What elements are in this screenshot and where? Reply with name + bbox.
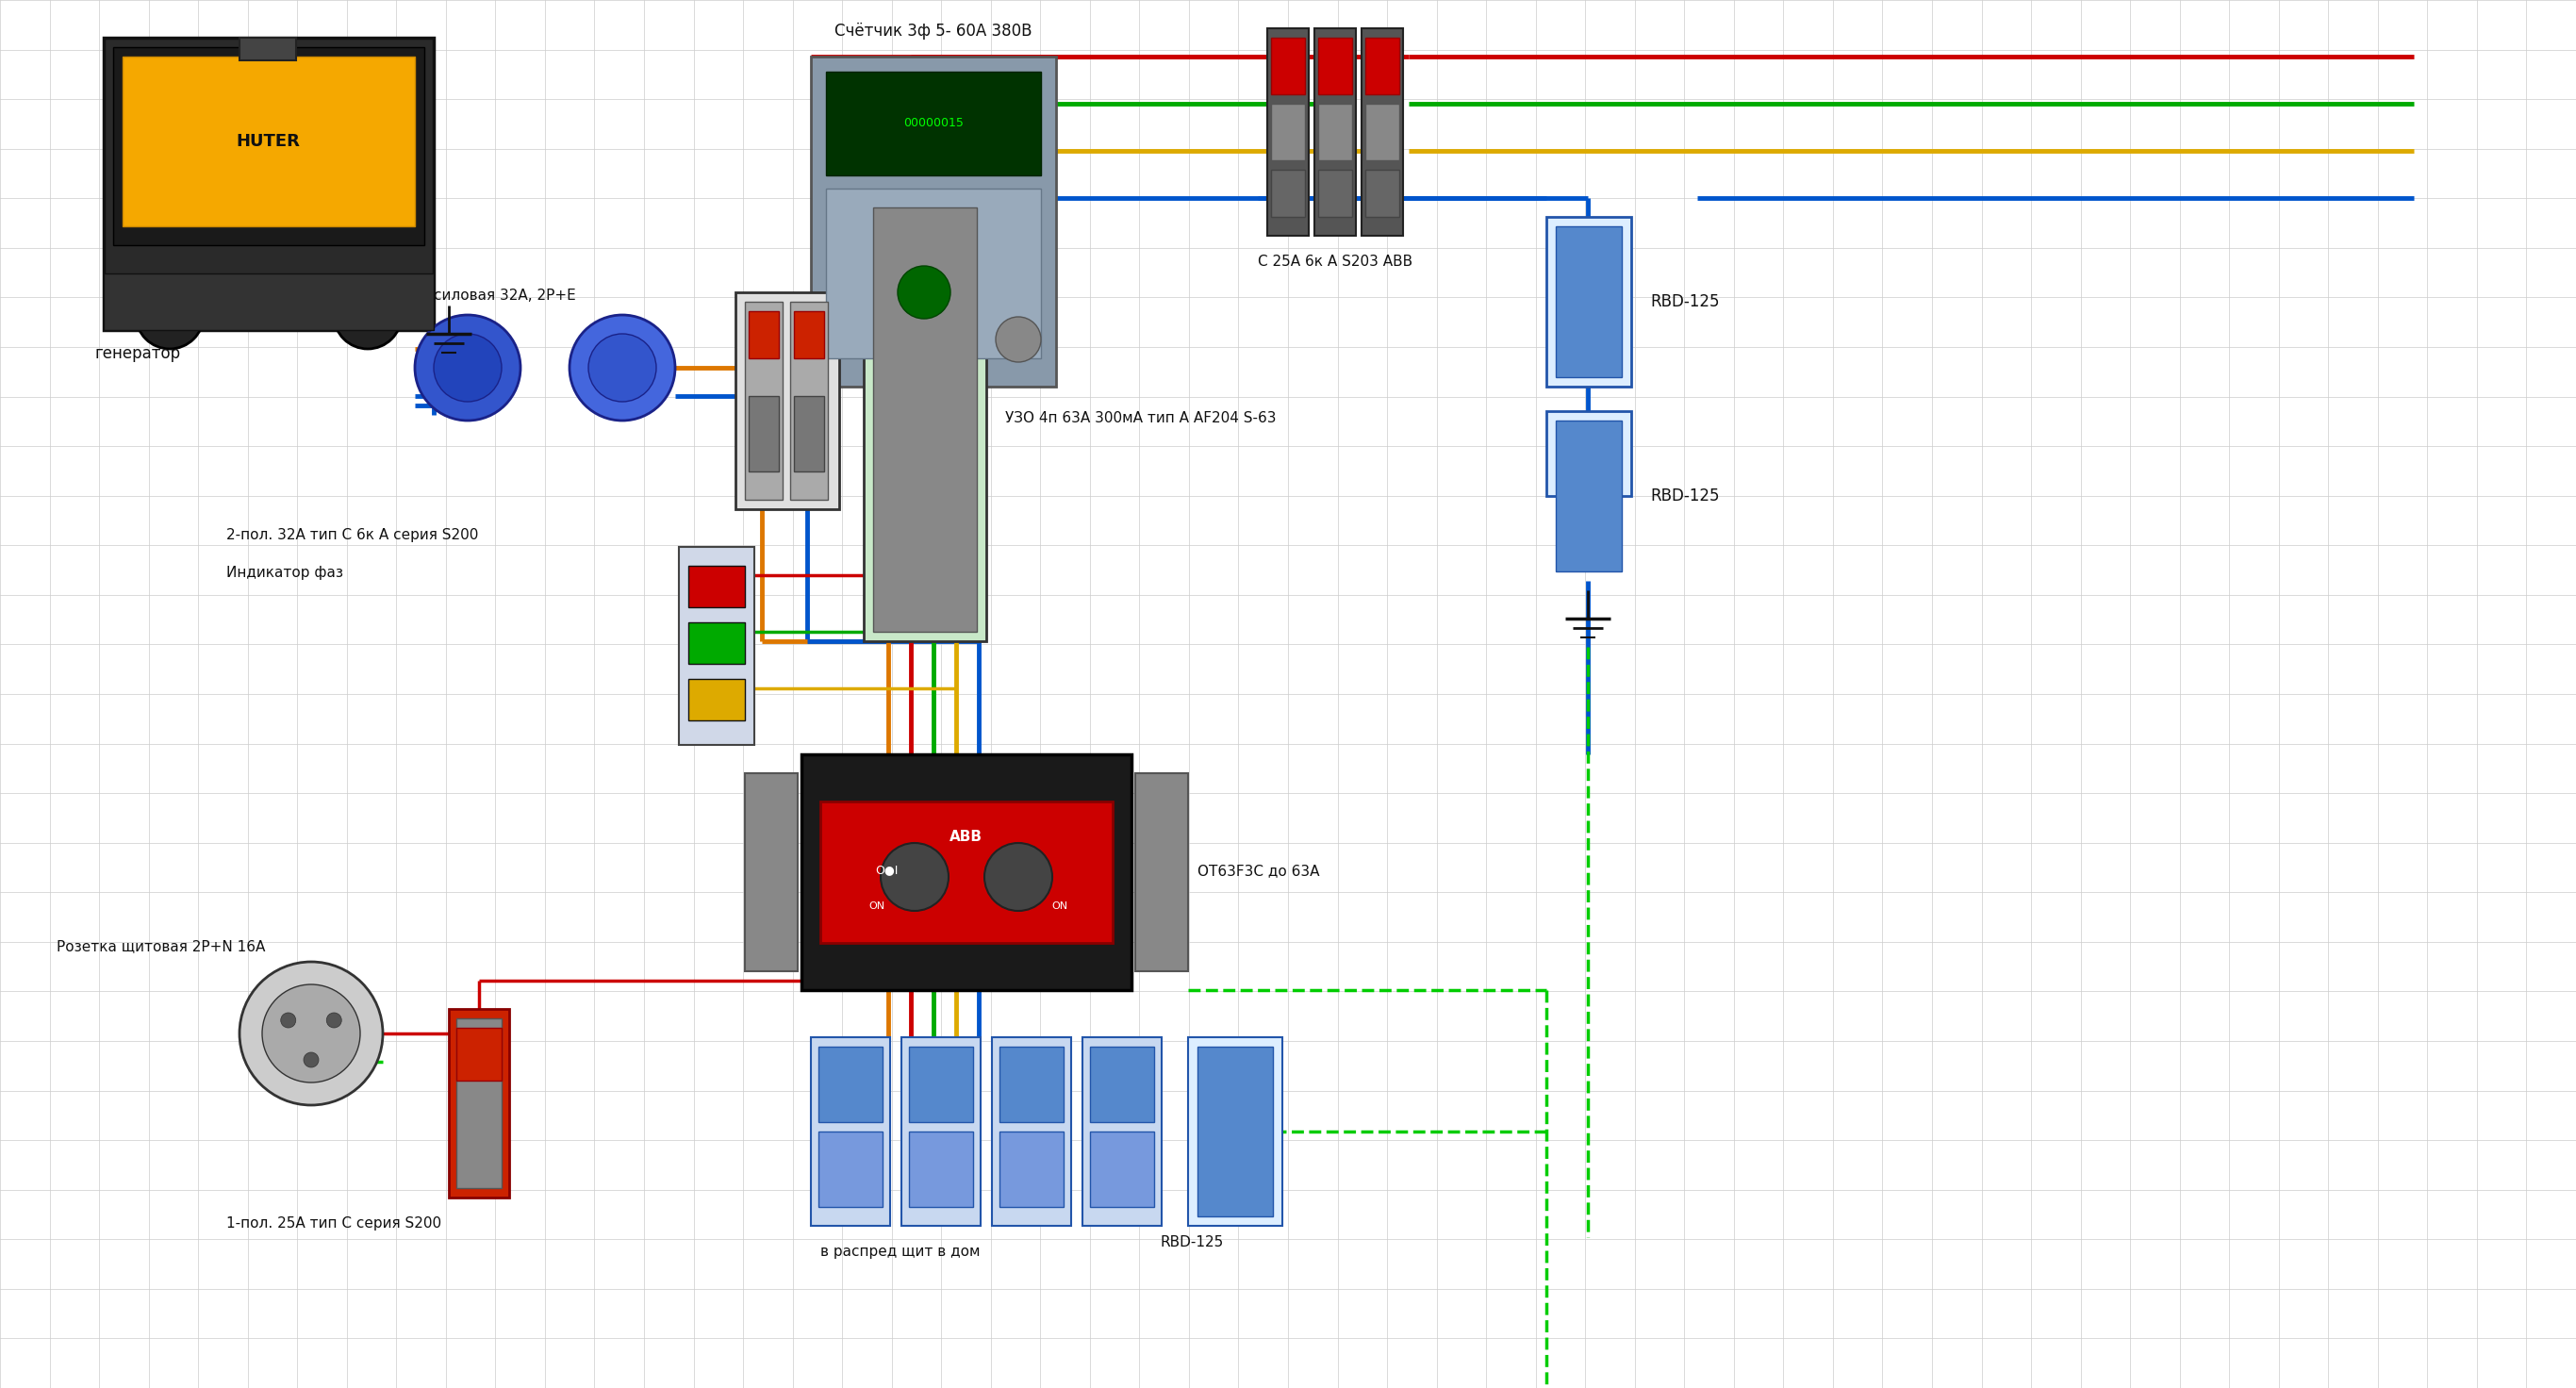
Bar <box>1556 226 1623 378</box>
Bar <box>819 801 1113 942</box>
Circle shape <box>896 266 951 319</box>
Bar <box>688 679 744 720</box>
Bar <box>1365 104 1399 160</box>
Bar <box>1090 1131 1154 1208</box>
Text: силовая 32A, 2P+E: силовая 32A, 2P+E <box>433 289 577 303</box>
Text: УЗО 4п 63A 300мА тип A AF204 S-63: УЗО 4п 63A 300мА тип A AF204 S-63 <box>1005 412 1275 426</box>
Bar <box>909 1131 974 1208</box>
Bar <box>1090 1047 1154 1122</box>
Bar <box>1319 37 1352 94</box>
Text: RBD-125: RBD-125 <box>1651 487 1718 504</box>
Text: в распред щит в дом: в распред щит в дом <box>819 1245 979 1259</box>
Bar <box>992 1037 1072 1226</box>
Circle shape <box>433 333 502 401</box>
Bar <box>811 57 1056 387</box>
Bar <box>1188 1037 1283 1226</box>
Bar <box>801 754 1131 990</box>
Circle shape <box>984 843 1051 911</box>
Bar <box>909 1047 974 1122</box>
Bar <box>827 72 1041 175</box>
Text: C 25A 6к A S203 ABB: C 25A 6к A S203 ABB <box>1257 254 1412 269</box>
Text: RBD-125: RBD-125 <box>1159 1235 1224 1249</box>
Bar <box>1546 217 1631 387</box>
Circle shape <box>327 1013 343 1027</box>
Bar <box>1082 1037 1162 1226</box>
Text: ON: ON <box>868 901 886 911</box>
Bar <box>750 311 778 358</box>
Text: 2-пол. 32A тип C 6к A серия S200: 2-пол. 32A тип C 6к A серия S200 <box>227 527 479 543</box>
Circle shape <box>240 962 384 1105</box>
Text: Счётчик 3ф 5- 60A 380B: Счётчик 3ф 5- 60A 380B <box>835 22 1033 40</box>
Bar <box>240 37 296 60</box>
Bar <box>1267 28 1309 236</box>
Circle shape <box>263 984 361 1083</box>
Text: HUTER: HUTER <box>237 133 299 150</box>
Bar <box>999 1131 1064 1208</box>
Bar <box>1546 411 1631 496</box>
Text: Розетка щитовая 2P+N 16A: Розетка щитовая 2P+N 16A <box>57 940 265 954</box>
Bar <box>999 1047 1064 1122</box>
Text: Индикатор фаз: Индикатор фаз <box>227 566 343 580</box>
Bar <box>750 396 778 472</box>
Circle shape <box>587 333 657 401</box>
Text: ABB: ABB <box>948 830 981 844</box>
Bar <box>744 773 799 972</box>
Bar <box>1319 169 1352 217</box>
Bar <box>1270 37 1306 94</box>
Bar <box>1365 37 1399 94</box>
Bar <box>1363 28 1404 236</box>
Bar <box>793 396 824 472</box>
Bar <box>1198 1047 1273 1216</box>
Circle shape <box>881 843 948 911</box>
Bar <box>103 273 433 330</box>
Bar <box>819 1131 884 1208</box>
Bar <box>811 1037 891 1226</box>
Bar <box>827 189 1041 358</box>
Bar <box>456 1019 502 1188</box>
Bar <box>737 293 840 509</box>
Bar <box>1270 104 1306 160</box>
Text: 1-пол. 25A тип C серия S200: 1-пол. 25A тип C серия S200 <box>227 1216 440 1231</box>
Circle shape <box>281 1013 296 1027</box>
Bar <box>1365 169 1399 217</box>
Text: генератор: генератор <box>95 346 180 362</box>
Bar <box>1270 169 1306 217</box>
Text: RBD-125: RBD-125 <box>1651 293 1718 311</box>
Bar <box>456 1027 502 1081</box>
Bar <box>688 622 744 663</box>
Circle shape <box>335 280 402 348</box>
Bar <box>744 301 783 500</box>
Text: O●I: O●I <box>876 863 899 876</box>
Bar <box>113 47 425 246</box>
Bar <box>863 198 987 641</box>
Bar <box>1556 421 1623 572</box>
Circle shape <box>304 1052 319 1067</box>
Circle shape <box>997 316 1041 362</box>
Bar <box>1319 104 1352 160</box>
Bar <box>902 1037 981 1226</box>
Text: ON: ON <box>1051 901 1069 911</box>
Bar <box>688 566 744 608</box>
Circle shape <box>569 315 675 421</box>
Bar <box>791 301 827 500</box>
Bar <box>819 1047 884 1122</box>
Circle shape <box>415 315 520 421</box>
Bar <box>1314 28 1355 236</box>
Bar <box>1136 773 1188 972</box>
Text: ОТ63F3C до 63A: ОТ63F3C до 63A <box>1198 865 1319 879</box>
Bar <box>448 1009 510 1198</box>
Bar <box>873 207 976 632</box>
Bar <box>124 57 415 226</box>
Bar <box>103 37 433 330</box>
Bar <box>793 311 824 358</box>
Circle shape <box>137 280 204 348</box>
Bar <box>680 547 755 745</box>
Text: 00000015: 00000015 <box>904 117 963 129</box>
